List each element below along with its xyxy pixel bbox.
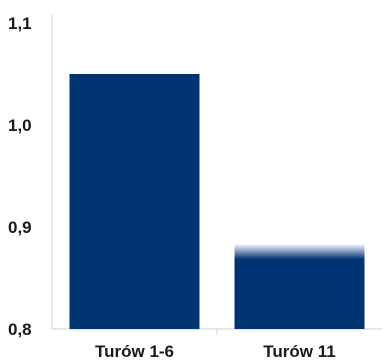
bar-1 xyxy=(69,74,200,329)
y-tick-label: 1,1 xyxy=(8,14,32,33)
y-tick-label: 0,8 xyxy=(8,320,32,339)
y-tick-label: 0,9 xyxy=(8,218,32,237)
y-tick-label: 1,0 xyxy=(8,116,32,135)
x-tick-label: Turów 1-6 xyxy=(95,342,174,361)
bar-2 xyxy=(234,232,365,329)
x-tick-label: Turów 11 xyxy=(263,342,335,361)
